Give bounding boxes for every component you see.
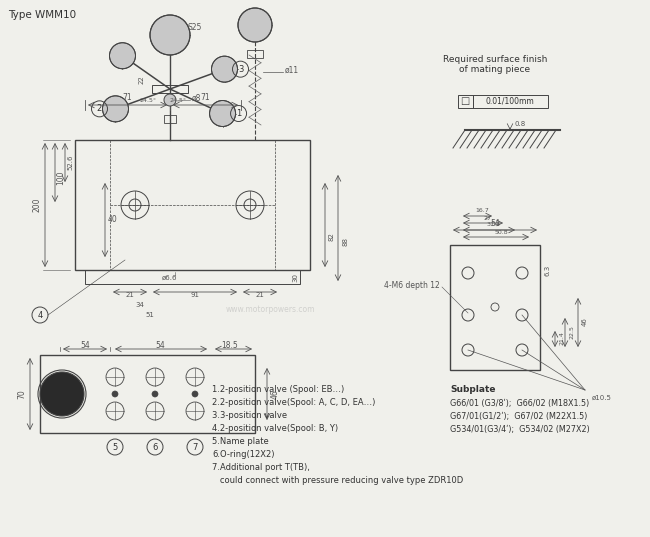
Text: 54: 54 — [155, 340, 165, 350]
Text: 91: 91 — [190, 292, 200, 298]
Text: 4: 4 — [38, 310, 43, 320]
Text: 0.01/100mm: 0.01/100mm — [486, 97, 534, 105]
Bar — [247, 50, 263, 58]
Circle shape — [192, 391, 198, 397]
Bar — [85, 270, 300, 284]
Circle shape — [40, 372, 84, 416]
Text: 51: 51 — [146, 312, 155, 318]
Text: could connect with pressure reducing valve type ZDR10D: could connect with pressure reducing val… — [212, 476, 463, 485]
Circle shape — [209, 100, 235, 127]
Text: 7.Additional port T(TB),: 7.Additional port T(TB), — [212, 463, 310, 472]
Text: ø10.5: ø10.5 — [592, 395, 612, 401]
Text: 88: 88 — [342, 237, 348, 246]
Text: 54: 54 — [490, 219, 500, 228]
Text: 1.2-position valve (Spool: EB…): 1.2-position valve (Spool: EB…) — [212, 385, 344, 394]
Text: 52.6: 52.6 — [67, 154, 73, 170]
Text: 3: 3 — [238, 64, 243, 74]
Text: 70: 70 — [18, 389, 27, 399]
Text: 24.5°: 24.5° — [140, 98, 157, 104]
Text: □: □ — [460, 96, 469, 106]
Text: 46: 46 — [582, 317, 588, 326]
Text: 50.8: 50.8 — [494, 229, 508, 235]
Text: 54: 54 — [80, 340, 90, 350]
Text: 82: 82 — [329, 233, 335, 242]
Circle shape — [238, 8, 272, 42]
Text: 0.8: 0.8 — [514, 121, 526, 127]
Text: 46: 46 — [270, 389, 280, 399]
Text: 22.5: 22.5 — [569, 325, 575, 339]
Text: 5: 5 — [112, 442, 118, 452]
Text: Type WMM10: Type WMM10 — [8, 10, 76, 20]
Text: S25: S25 — [188, 23, 202, 32]
Text: www.motorpowers.com: www.motorpowers.com — [226, 306, 315, 315]
Text: 4-M6 depth 12: 4-M6 depth 12 — [384, 280, 440, 289]
Text: G67/01(G1/2ʹ);  G67/02 (M22X1.5): G67/01(G1/2ʹ); G67/02 (M22X1.5) — [450, 412, 588, 421]
Circle shape — [150, 15, 190, 55]
Bar — [152, 85, 188, 93]
Circle shape — [211, 56, 237, 82]
Text: 22: 22 — [139, 76, 145, 84]
Text: 100: 100 — [57, 170, 66, 185]
Text: 18.5: 18.5 — [222, 340, 239, 350]
Text: 37.3: 37.3 — [487, 222, 501, 228]
Text: 71: 71 — [200, 93, 210, 103]
Text: 200: 200 — [32, 198, 42, 212]
Text: 21.4: 21.4 — [560, 331, 564, 345]
Bar — [164, 115, 176, 123]
Bar — [458, 95, 473, 108]
Text: 4.2-position valve(Spool: B, Y): 4.2-position valve(Spool: B, Y) — [212, 424, 338, 433]
Text: 24.5°: 24.5° — [170, 98, 187, 104]
Text: ø6.6: ø6.6 — [162, 275, 177, 281]
Text: 16.7: 16.7 — [475, 208, 489, 214]
Text: 34: 34 — [136, 302, 144, 308]
Text: 6: 6 — [152, 442, 158, 452]
Text: 3.3-position valve: 3.3-position valve — [212, 411, 287, 420]
Text: 40: 40 — [108, 215, 118, 224]
Text: 1: 1 — [236, 109, 241, 118]
Text: G66/01 (G3/8ʹ);  G66/02 (M18X1.5): G66/01 (G3/8ʹ); G66/02 (M18X1.5) — [450, 399, 590, 408]
Text: 6.3: 6.3 — [545, 264, 551, 275]
Text: 30: 30 — [292, 273, 298, 282]
Text: 2: 2 — [97, 104, 102, 113]
Text: Subplate: Subplate — [450, 385, 495, 394]
Circle shape — [152, 391, 158, 397]
Text: 2.2-position valve(Spool: A, C, D, EA…): 2.2-position valve(Spool: A, C, D, EA…) — [212, 398, 376, 407]
Circle shape — [164, 94, 176, 106]
Bar — [75, 140, 310, 270]
Text: ø11: ø11 — [285, 66, 299, 75]
Text: 27: 27 — [484, 215, 492, 221]
Text: Required surface finish
of mating piece: Required surface finish of mating piece — [443, 55, 547, 75]
Text: G534/01(G3/4ʹ);  G534/02 (M27X2): G534/01(G3/4ʹ); G534/02 (M27X2) — [450, 425, 590, 434]
Circle shape — [103, 96, 129, 122]
Circle shape — [109, 43, 135, 69]
Bar — [40, 355, 255, 433]
Text: 7: 7 — [192, 442, 198, 452]
Text: 21: 21 — [125, 292, 135, 298]
Circle shape — [112, 391, 118, 397]
Text: 5.Name plate: 5.Name plate — [212, 437, 268, 446]
Text: ø8: ø8 — [192, 93, 202, 103]
Bar — [473, 95, 548, 108]
Text: 71: 71 — [123, 93, 133, 103]
Bar — [450, 245, 540, 370]
Text: 21: 21 — [255, 292, 265, 298]
Text: 6.O-ring(12X2): 6.O-ring(12X2) — [212, 450, 274, 459]
